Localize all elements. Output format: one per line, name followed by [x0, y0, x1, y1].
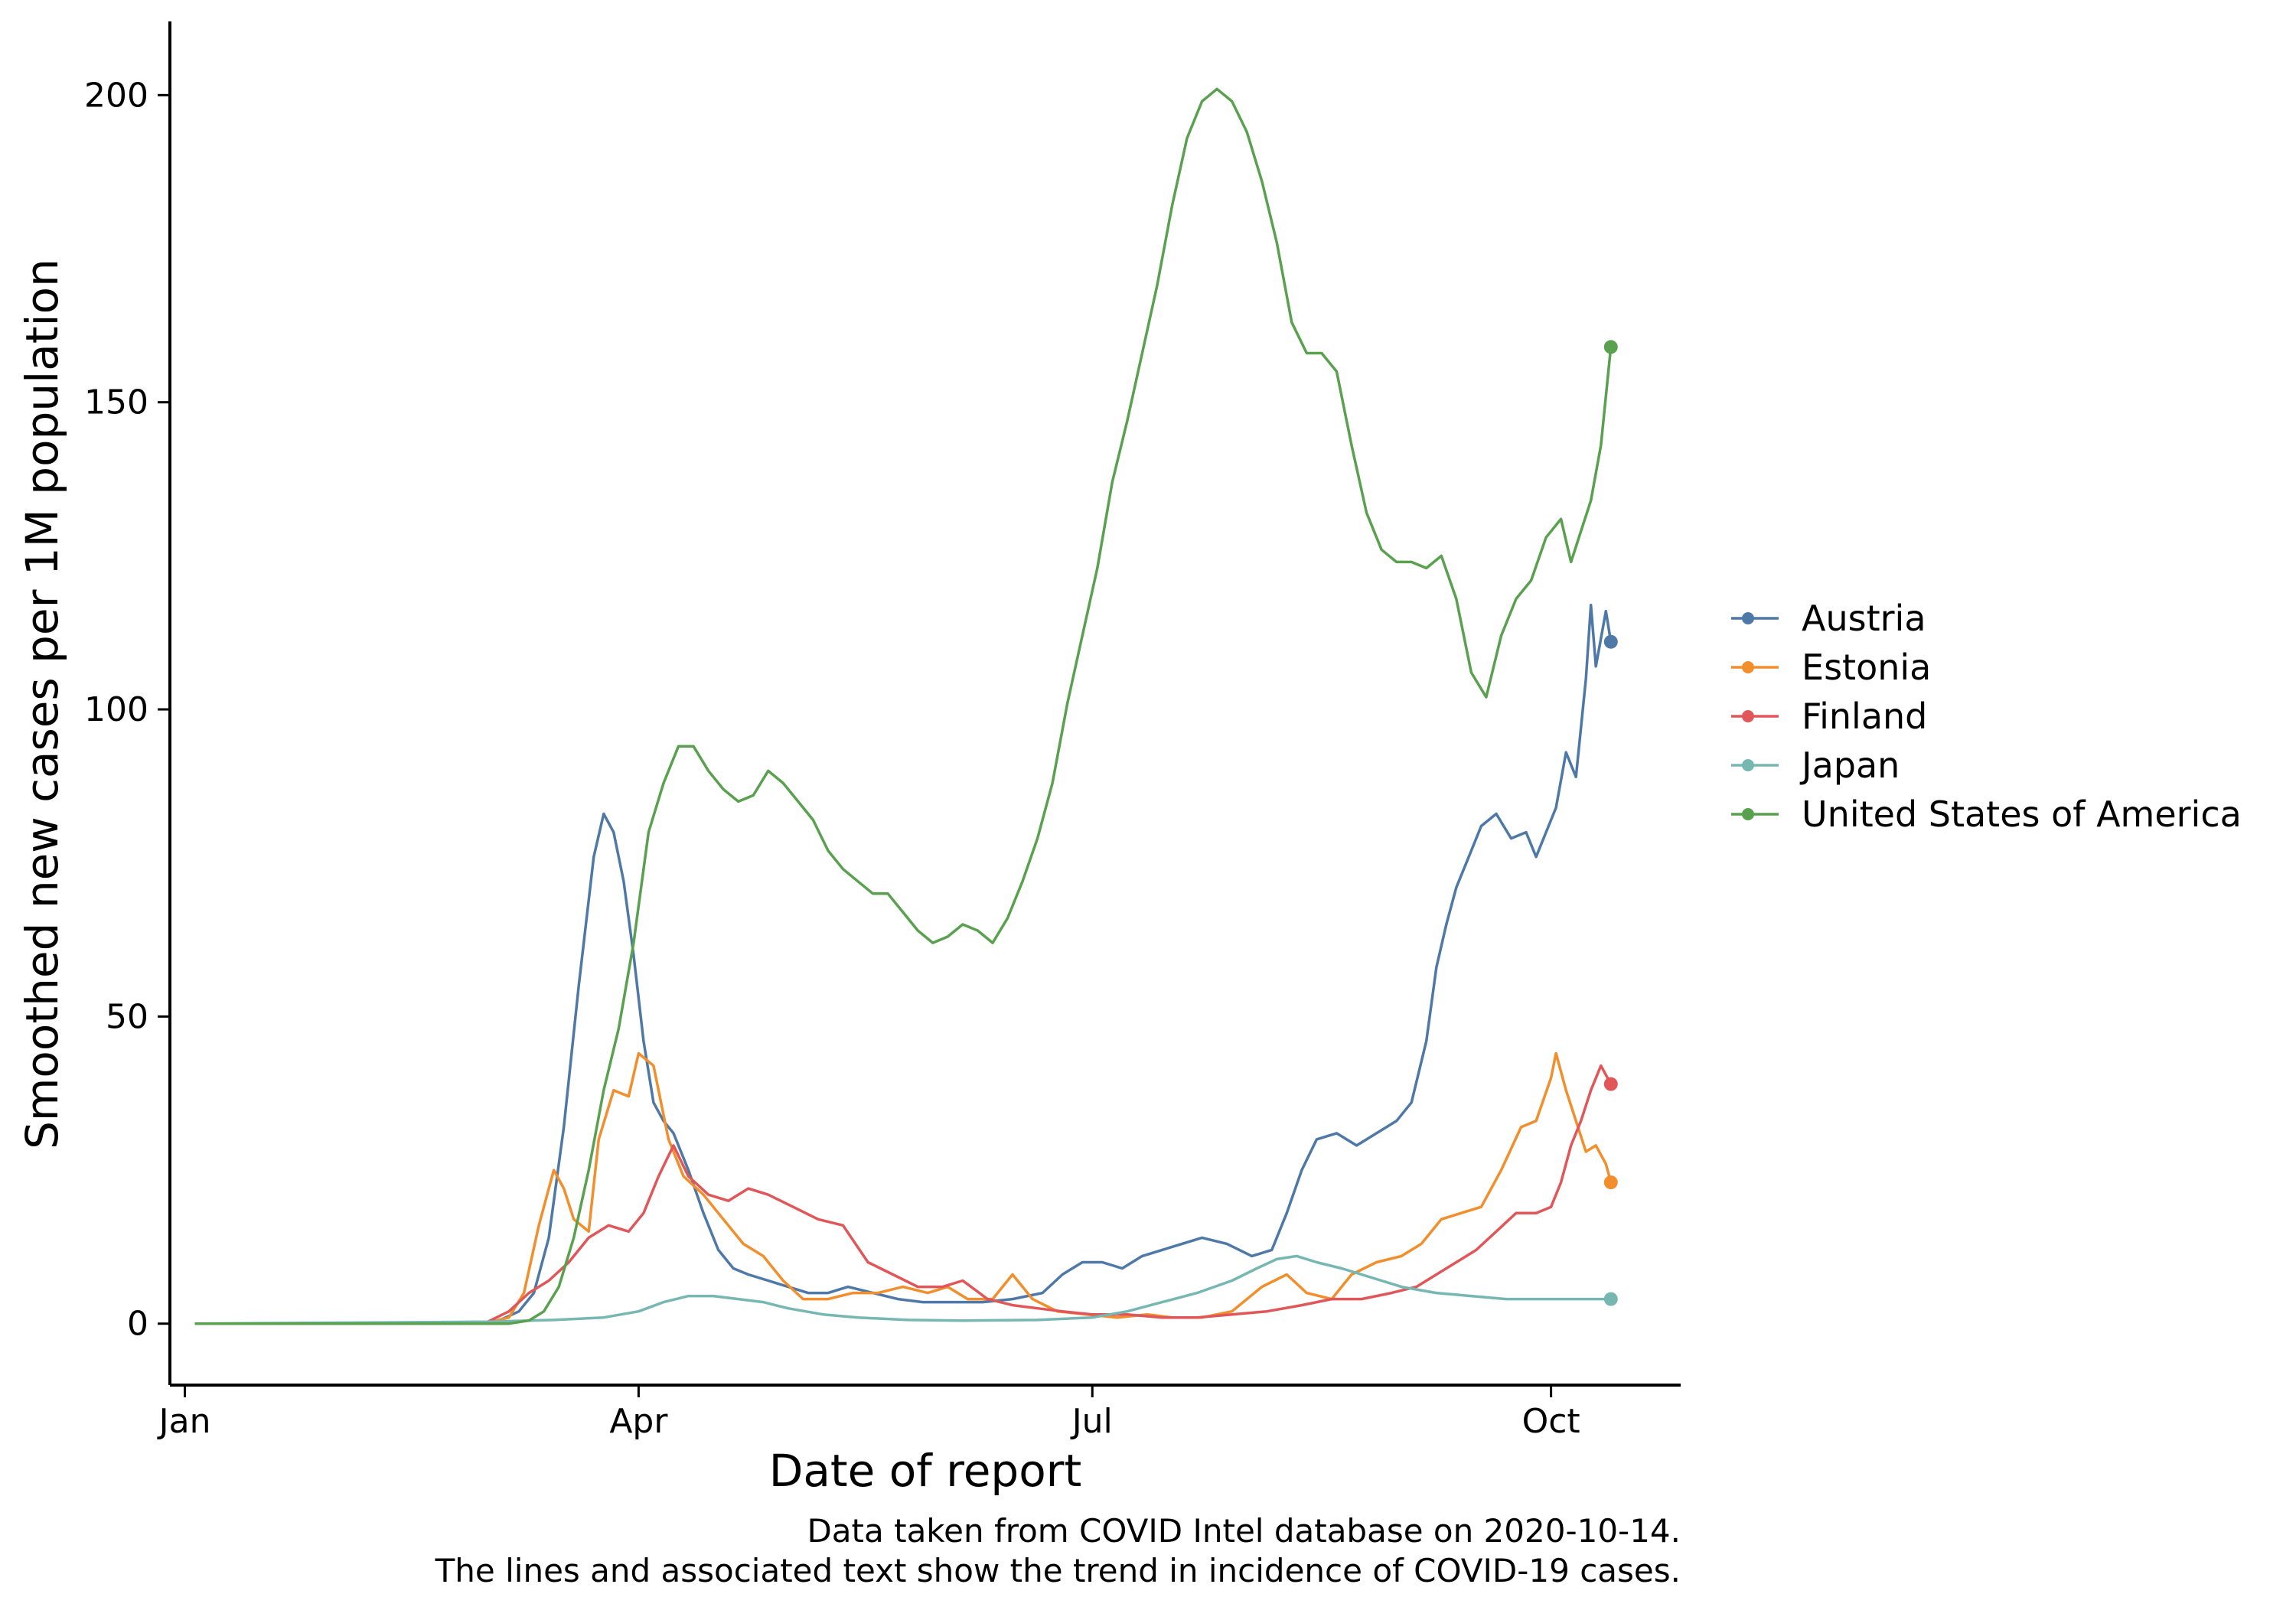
- series-line-austria: [194, 603, 1613, 1325]
- legend-marker: [1742, 661, 1754, 673]
- legend-label: Japan: [1799, 745, 1900, 786]
- legend-label: Estonia: [1802, 647, 1931, 688]
- series-endpoint-japan: [1603, 1292, 1618, 1306]
- legend-item-austria: Austria: [1731, 598, 1926, 639]
- legend-item-japan: Japan: [1731, 745, 1900, 786]
- legend-marker: [1742, 808, 1754, 820]
- x-tick-label: Oct: [1522, 1402, 1580, 1441]
- legend: Austria Estonia Finland Japan United States …: [1731, 598, 2242, 835]
- y-axis-ticks: 0 50 100 150 200: [84, 76, 170, 1344]
- legend-label: Austria: [1802, 598, 1926, 639]
- y-tick-label: 200: [84, 76, 148, 115]
- series-endpoint-united-states-of-america: [1603, 340, 1618, 354]
- series-line-united-states-of-america: [194, 87, 1613, 1325]
- legend-marker: [1742, 710, 1754, 722]
- legend-item-estonia: Estonia: [1731, 647, 1931, 688]
- x-tick-label: Jan: [157, 1402, 211, 1441]
- caption-line-2: The lines and associated text show the t…: [435, 1552, 1681, 1589]
- y-tick-label: 100: [84, 690, 148, 729]
- legend-marker: [1742, 612, 1754, 624]
- caption-line-1: Data taken from COVID Intel database on …: [807, 1512, 1681, 1550]
- y-axis-title: Smoothed new cases per 1M population: [16, 259, 68, 1149]
- series-endpoint-estonia: [1603, 1175, 1618, 1190]
- y-tick-label: 0: [127, 1305, 148, 1344]
- y-tick-label: 50: [106, 997, 148, 1036]
- legend-item-united-states-of-america: United States of America: [1731, 794, 2242, 835]
- x-axis-title: Date of report: [769, 1445, 1082, 1497]
- series-line-finland: [194, 1064, 1613, 1325]
- series-endpoint-austria: [1603, 634, 1618, 649]
- plot-area: [194, 87, 1618, 1325]
- y-tick-label: 150: [84, 383, 148, 422]
- x-tick-label: Apr: [609, 1402, 668, 1441]
- series-endpoint-finland: [1603, 1077, 1618, 1091]
- legend-label: United States of America: [1802, 794, 2242, 835]
- series-line-japan: [194, 1254, 1611, 1325]
- legend-label: Finland: [1802, 696, 1927, 737]
- legend-item-finland: Finland: [1731, 696, 1927, 737]
- legend-marker: [1742, 759, 1754, 771]
- x-tick-label: Jul: [1070, 1402, 1113, 1441]
- x-axis-ticks: Jan Apr Jul Oct: [157, 1385, 1580, 1441]
- series-line-estonia: [194, 1051, 1613, 1325]
